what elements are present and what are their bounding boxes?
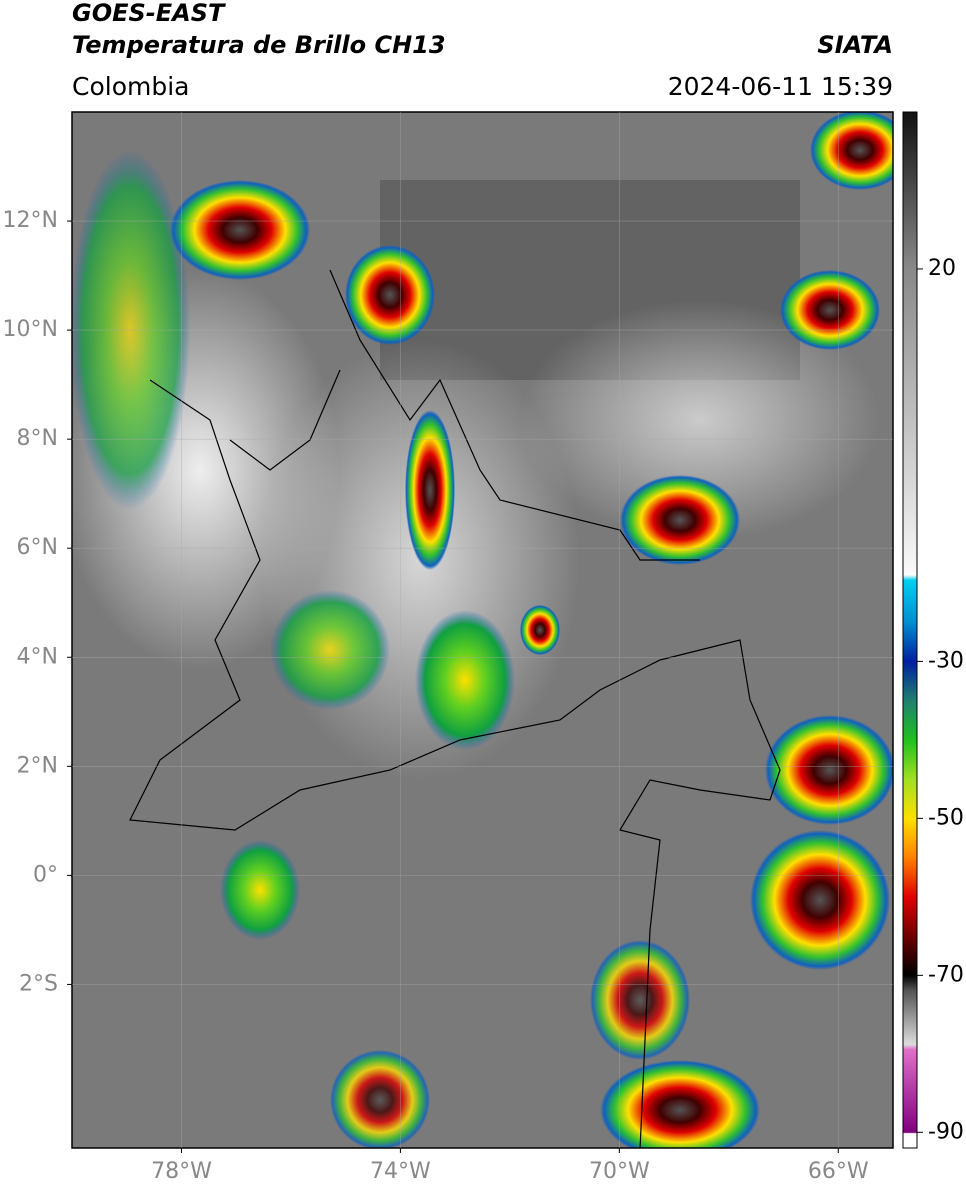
lat-label: 4°N [17,644,58,669]
satellite: GOES-EAST [72,0,226,27]
lat-label: 10°N [3,317,58,342]
map-frame [71,111,894,1149]
colorbar-label: -70 [928,962,964,987]
colorbar-label: -30 [928,648,964,673]
colorbar-label: 20 [928,256,956,281]
lat-label: 2°N [17,753,58,778]
lon-label: 66°W [808,1159,869,1184]
lat-label: 6°N [17,535,58,560]
source: SIATA [817,31,893,59]
lon-label: 70°W [589,1159,650,1184]
satellite-image [72,112,893,1148]
lon-label: 78°W [151,1159,212,1184]
colorbar [902,111,918,1149]
lat-label: 0° [33,862,58,887]
colorbar-label: -50 [928,805,964,830]
colorbar-label: -90 [928,1119,964,1144]
lon-label: 74°W [370,1159,431,1184]
datetime: 2024-06-11 15:39 [668,72,893,101]
lat-label: 8°N [17,426,58,451]
region: Colombia [72,72,189,101]
product: Temperatura de Brillo CH13 [72,31,446,59]
lat-label: 2°S [19,971,58,996]
lat-label: 12°N [3,208,58,233]
